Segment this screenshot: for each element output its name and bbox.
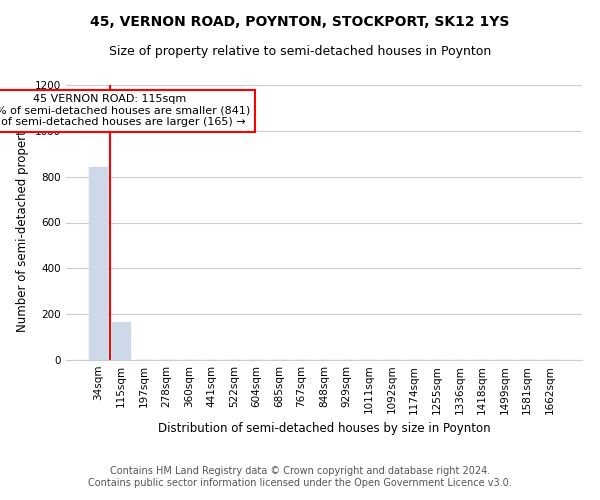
Bar bbox=[89, 168, 107, 360]
Text: Contains HM Land Registry data © Crown copyright and database right 2024.
Contai: Contains HM Land Registry data © Crown c… bbox=[88, 466, 512, 487]
X-axis label: Distribution of semi-detached houses by size in Poynton: Distribution of semi-detached houses by … bbox=[158, 422, 490, 435]
Text: Size of property relative to semi-detached houses in Poynton: Size of property relative to semi-detach… bbox=[109, 45, 491, 58]
Y-axis label: Number of semi-detached properties: Number of semi-detached properties bbox=[16, 113, 29, 332]
Text: 45, VERNON ROAD, POYNTON, STOCKPORT, SK12 1YS: 45, VERNON ROAD, POYNTON, STOCKPORT, SK1… bbox=[91, 15, 509, 29]
Text: 45 VERNON ROAD: 115sqm
← 83% of semi-detached houses are smaller (841)
16% of se: 45 VERNON ROAD: 115sqm ← 83% of semi-det… bbox=[0, 94, 250, 128]
Bar bbox=[112, 322, 130, 360]
